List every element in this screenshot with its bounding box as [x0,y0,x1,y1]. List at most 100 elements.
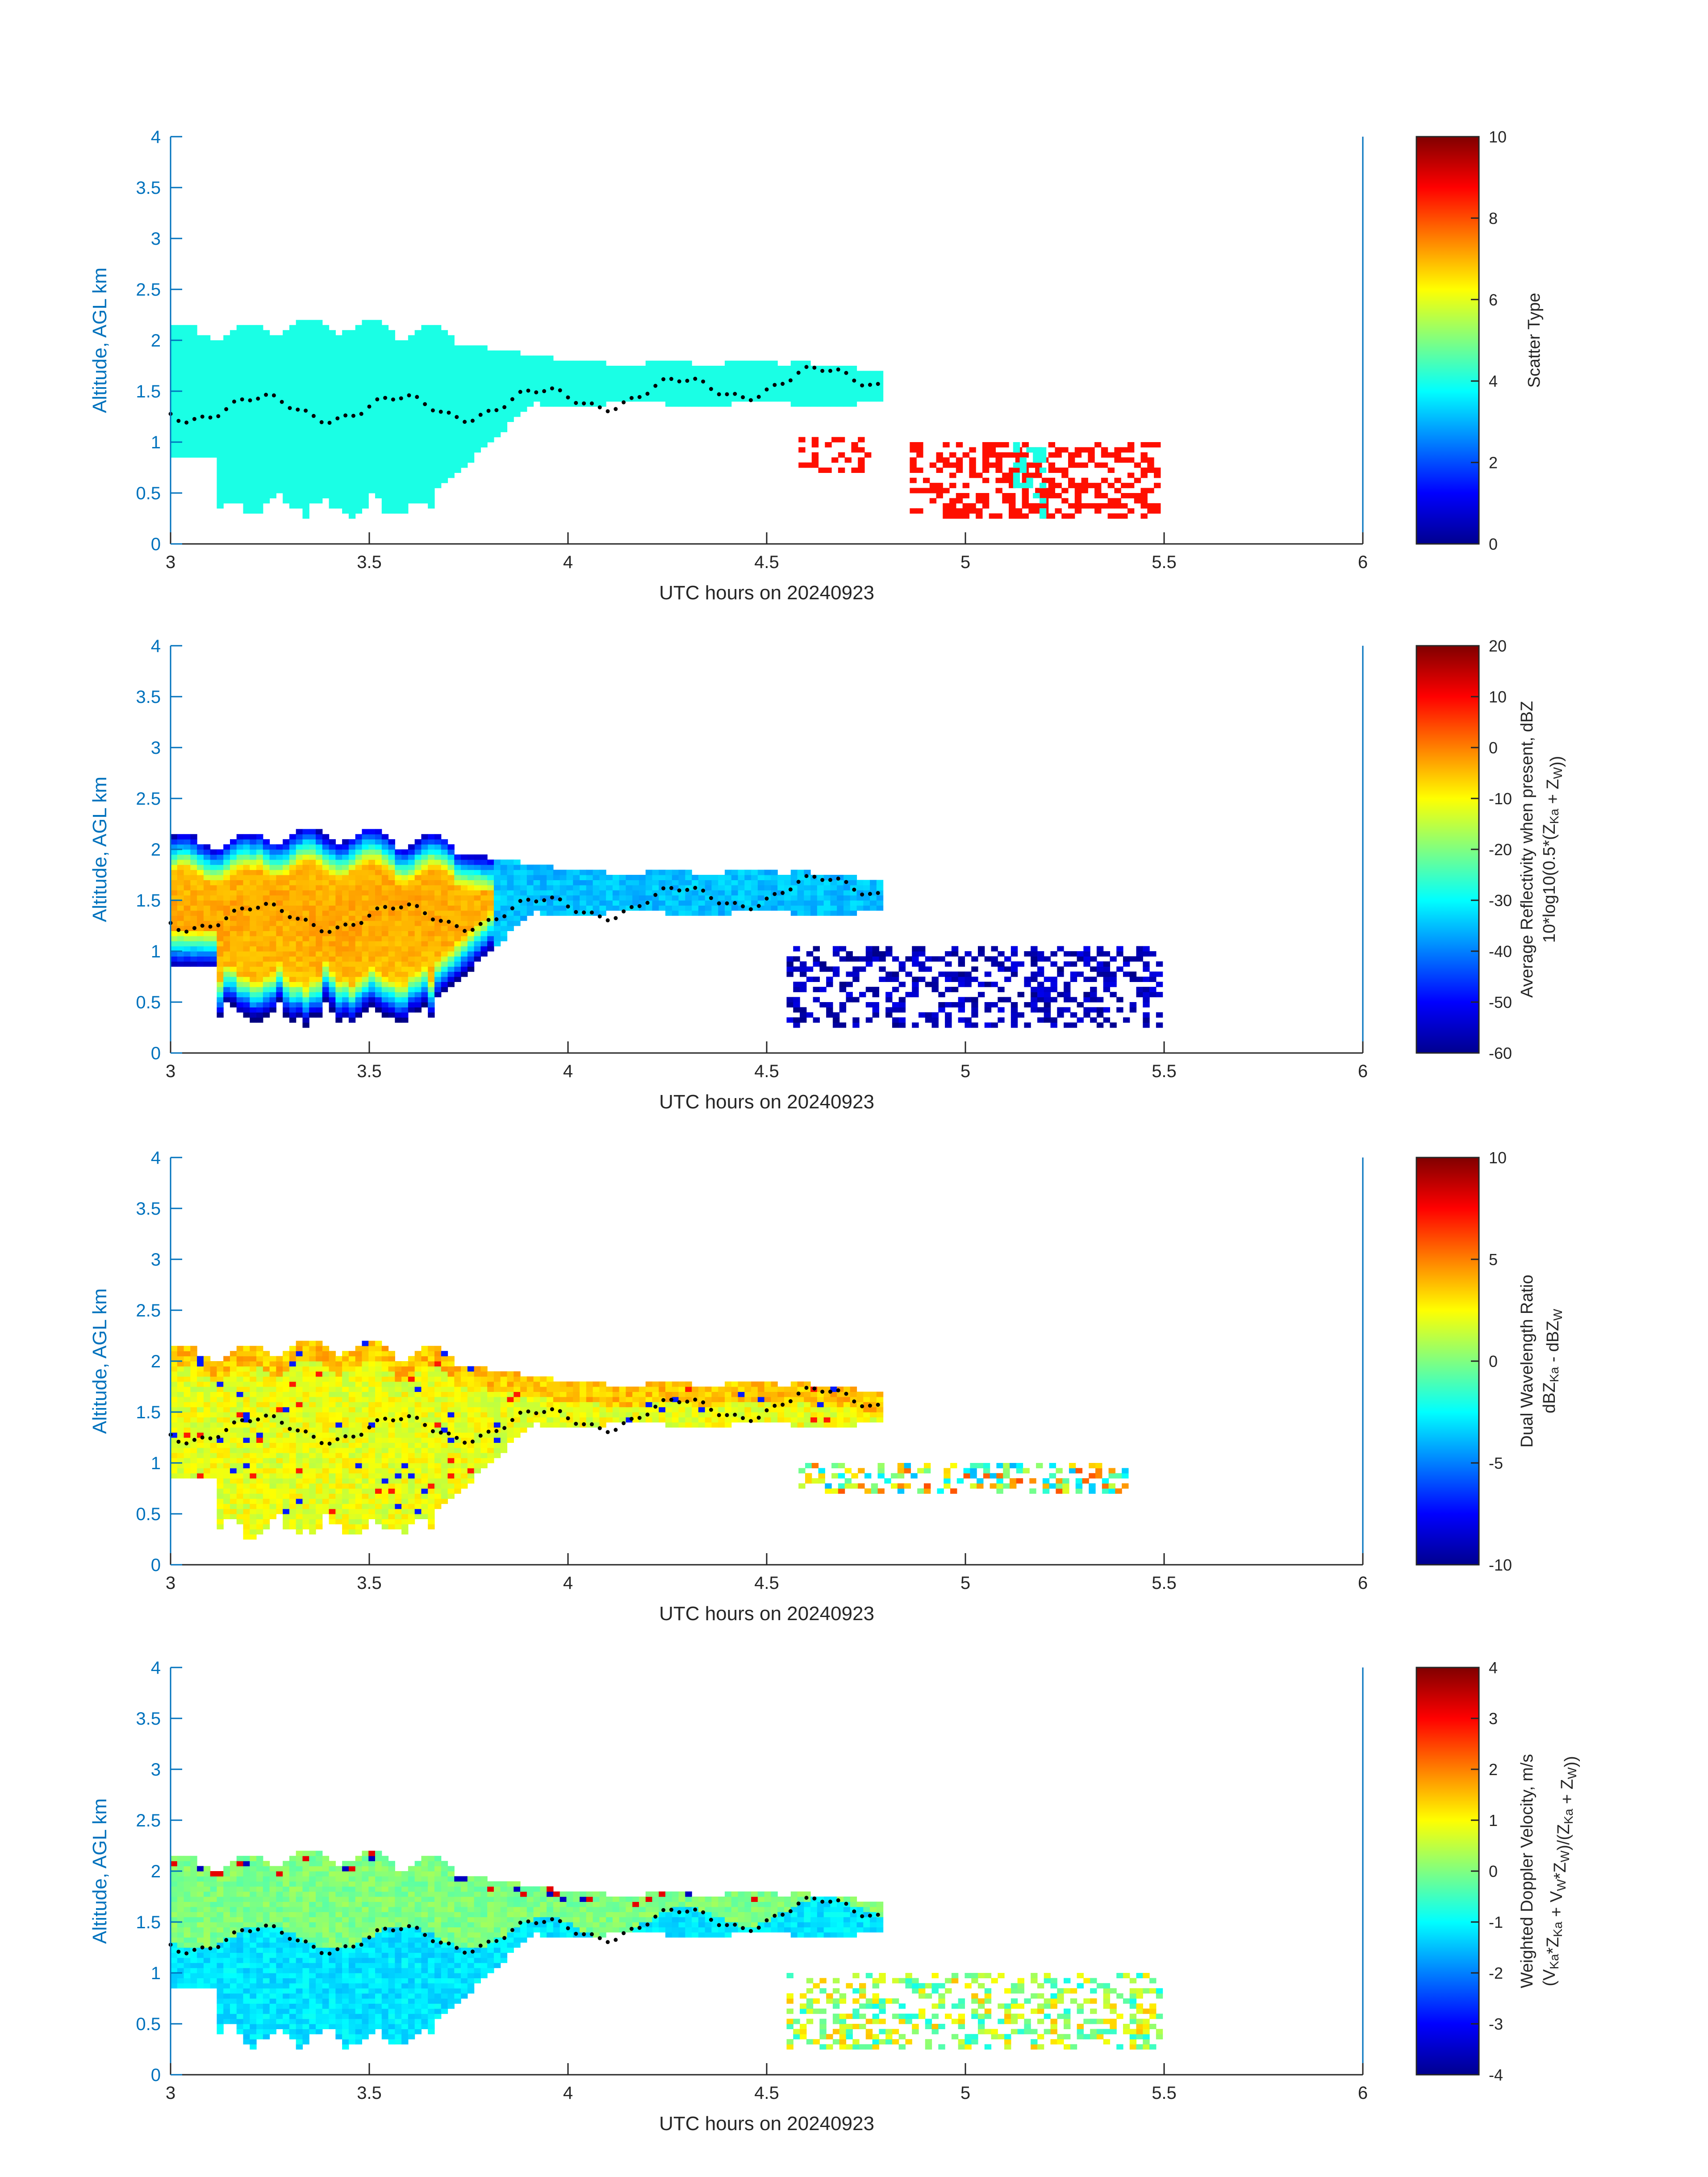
heatmap-cell [322,941,330,947]
heatmap-cell [659,875,666,880]
heatmap-cell [632,366,639,371]
heatmap-cell [665,371,672,376]
heatmap-cell [256,355,263,361]
heatmap-cell [738,885,745,890]
heatmap-cell [283,452,290,458]
heatmap-cell [276,951,283,957]
heatmap-cell [296,829,303,835]
secondary-cell [1094,488,1102,493]
heatmap-cell [322,345,330,351]
heatmap-cell [434,936,442,941]
heatmap-cell [289,498,296,504]
heatmap-cell [480,875,488,880]
secondary-cell [1143,977,1150,982]
heatmap-cell [190,915,197,921]
heatmap-cell [408,854,415,860]
heatmap-cell [408,986,415,992]
heatmap-cell [296,335,303,341]
heatmap-cell [223,457,230,463]
secondary-cell [1068,513,1075,519]
heatmap-cell [797,890,804,896]
heatmap-cell [480,345,488,351]
heatmap-cell [500,859,508,865]
heatmap-cell [296,936,303,941]
heatmap-cell [250,493,257,498]
heatmap-cell [342,966,349,972]
heatmap-cell [731,360,739,366]
heatmap-cell [342,885,349,890]
heatmap-cell [348,951,356,957]
heatmap-cell [302,869,309,875]
secondary-cell [1024,951,1031,957]
heatmap-cell [230,371,237,376]
heatmap-cell [197,406,204,412]
secondary-cell [965,1022,972,1028]
heatmap-cell [322,936,330,941]
heatmap-cell [342,442,349,447]
secondary-cell [982,493,990,498]
heatmap-cell [507,355,514,361]
heatmap-cell [236,437,244,443]
heatmap-cell [540,360,547,366]
heatmap-cell [190,350,197,356]
secondary-cell [991,956,998,962]
secondary-cell [1050,1017,1057,1023]
heatmap-cell [718,875,725,880]
heatmap-cell [619,875,626,880]
heatmap-cell [837,376,844,381]
heatmap-cell [322,977,330,982]
heatmap-cell [223,849,230,855]
heatmap-cell [447,849,455,855]
heatmap-cell [269,890,276,896]
secondary-cell [872,956,879,962]
heatmap-cell [250,986,257,992]
heatmap-cell [335,366,342,371]
secondary-cell [1048,488,1056,493]
heatmap-cell [316,951,323,957]
heatmap-cell [434,910,442,916]
heatmap-cell [197,844,204,850]
secondary-cell [800,961,807,967]
secondary-cell [958,982,965,987]
heatmap-cell [408,426,415,432]
secondary-cell [1022,498,1029,504]
heatmap-cell [263,849,270,855]
heatmap-cell [837,890,844,896]
heatmap-cell [401,1007,409,1013]
heatmap-cell [335,452,342,458]
heatmap-cell [171,875,178,880]
heatmap-cell [639,391,646,397]
heatmap-cell [381,508,389,514]
heatmap-cell [289,931,296,936]
heatmap-cell [566,875,573,880]
heatmap-cell [250,447,257,453]
heatmap-cell [685,391,692,397]
heatmap-cell [296,926,303,931]
secondary-cell [1116,1007,1123,1013]
secondary-cell [945,1002,952,1007]
heatmap-cell [362,834,369,840]
heatmap-cell [368,839,376,845]
heatmap-cell [421,437,428,443]
heatmap-cell [243,325,250,330]
heatmap-cell [487,936,494,941]
secondary-cell [1094,462,1102,468]
heatmap-cell [256,442,263,447]
secondary-cell [1147,508,1154,514]
heatmap-cell [573,869,580,875]
heatmap-cell [269,961,276,967]
heatmap-cell [797,360,804,366]
heatmap-cell [725,360,732,366]
heatmap-cell [408,905,415,911]
heatmap-cell [256,452,263,458]
heatmap-cell [514,401,521,407]
heatmap-cell [692,381,699,387]
heatmap-cell [190,422,197,427]
secondary-cell [1156,1012,1163,1018]
secondary-cell [1050,961,1057,967]
heatmap-cell [263,360,270,366]
heatmap-cell [289,834,296,840]
heatmap-cell [203,905,211,911]
heatmap-cell [401,849,409,855]
secondary-cell [936,493,943,498]
